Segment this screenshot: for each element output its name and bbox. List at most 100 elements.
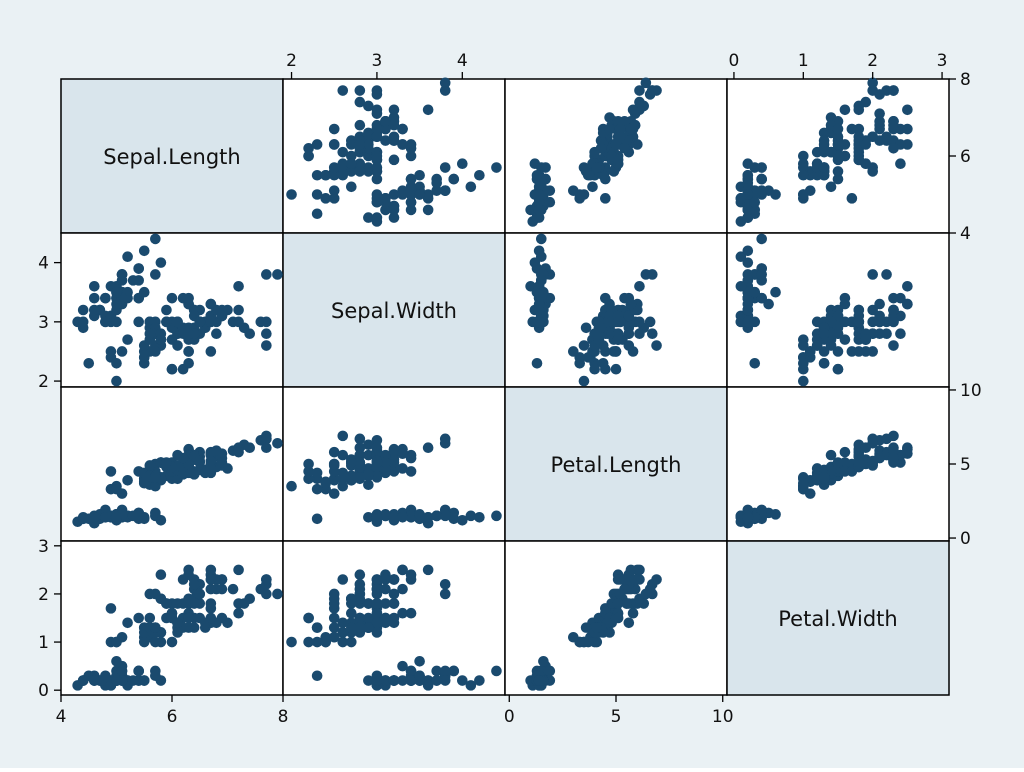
data-point <box>853 457 865 468</box>
data-point <box>138 636 150 648</box>
data-point <box>337 430 349 442</box>
data-point <box>337 473 349 485</box>
data-point <box>860 346 872 357</box>
data-point <box>580 322 592 334</box>
tick-label: 3 <box>372 51 383 71</box>
data-point <box>439 85 451 96</box>
data-point <box>591 328 603 339</box>
data-point <box>439 588 451 600</box>
data-point <box>867 166 878 177</box>
data-point <box>634 96 645 108</box>
data-point <box>756 173 767 185</box>
diagonal-panel-petal-length <box>504 386 728 542</box>
data-point <box>388 588 400 600</box>
data-point <box>405 173 417 185</box>
data-point <box>742 257 754 268</box>
data-point <box>337 636 349 648</box>
points-sepal-width-vs-petal-length <box>525 233 662 387</box>
data-point <box>303 150 314 162</box>
data-point <box>354 569 366 580</box>
data-point <box>371 512 383 523</box>
data-point <box>363 212 374 223</box>
data-point <box>405 196 417 208</box>
data-point <box>354 593 366 605</box>
data-point <box>354 442 366 454</box>
data-point <box>414 509 425 520</box>
data-point <box>166 363 178 375</box>
data-point <box>587 181 598 193</box>
data-point <box>216 457 228 468</box>
data-point <box>414 189 425 200</box>
data-point <box>328 185 340 196</box>
data-point <box>804 346 816 357</box>
diagonal-label-sepal-length: Sepal.Length <box>103 145 240 169</box>
data-point <box>311 622 323 633</box>
points-layer <box>72 77 913 691</box>
tick-label: 4 <box>457 51 468 71</box>
data-point <box>328 162 340 173</box>
data-point <box>363 675 374 686</box>
data-point <box>867 85 878 96</box>
data-point <box>122 474 133 486</box>
data-point <box>568 631 579 643</box>
data-point <box>895 158 906 169</box>
tick-label: 6 <box>960 147 971 167</box>
data-point <box>111 656 122 667</box>
data-point <box>328 446 340 458</box>
data-point <box>646 85 658 96</box>
data-point <box>155 334 167 345</box>
data-point <box>439 509 451 520</box>
data-point <box>211 328 222 339</box>
data-point <box>122 251 133 262</box>
data-point <box>354 85 366 96</box>
data-point <box>388 104 400 116</box>
data-point <box>205 455 217 467</box>
data-point <box>888 123 899 135</box>
data-point <box>328 169 340 181</box>
data-point <box>491 665 502 677</box>
data-point <box>612 154 624 166</box>
data-point <box>371 189 383 200</box>
data-point <box>320 193 331 204</box>
data-point <box>533 189 545 200</box>
data-point <box>205 574 217 585</box>
data-point <box>388 212 400 223</box>
data-point <box>832 166 844 177</box>
data-point <box>397 139 408 150</box>
data-point <box>286 480 297 492</box>
data-point <box>371 574 383 585</box>
data-point <box>133 665 144 677</box>
data-point <box>261 340 272 351</box>
data-point <box>902 281 913 292</box>
data-point <box>610 346 622 357</box>
data-point <box>818 328 830 339</box>
data-point <box>388 598 400 609</box>
data-point <box>328 631 340 643</box>
data-point <box>363 150 374 162</box>
data-point <box>818 162 830 173</box>
data-point <box>286 636 297 648</box>
data-point <box>388 204 400 216</box>
points-sepal-width-vs-sepal-length <box>72 233 283 387</box>
data-point <box>133 316 144 328</box>
data-point <box>457 158 468 169</box>
tick-label: 10 <box>712 707 734 727</box>
data-point <box>363 469 374 480</box>
data-point <box>640 269 652 280</box>
data-point <box>533 298 545 310</box>
tick-label: 8 <box>960 70 971 90</box>
tick-label: 2 <box>286 51 297 71</box>
data-point <box>742 212 754 223</box>
points-petal-width-vs-petal-length <box>525 564 662 691</box>
data-point <box>612 598 624 609</box>
data-point <box>311 208 323 220</box>
data-point <box>144 612 156 624</box>
data-point <box>105 466 117 477</box>
data-point <box>89 304 100 316</box>
data-point <box>388 119 400 131</box>
data-point <box>397 675 408 686</box>
data-point <box>610 363 622 375</box>
data-point <box>465 510 477 522</box>
data-point <box>161 316 172 328</box>
data-point <box>337 146 349 158</box>
